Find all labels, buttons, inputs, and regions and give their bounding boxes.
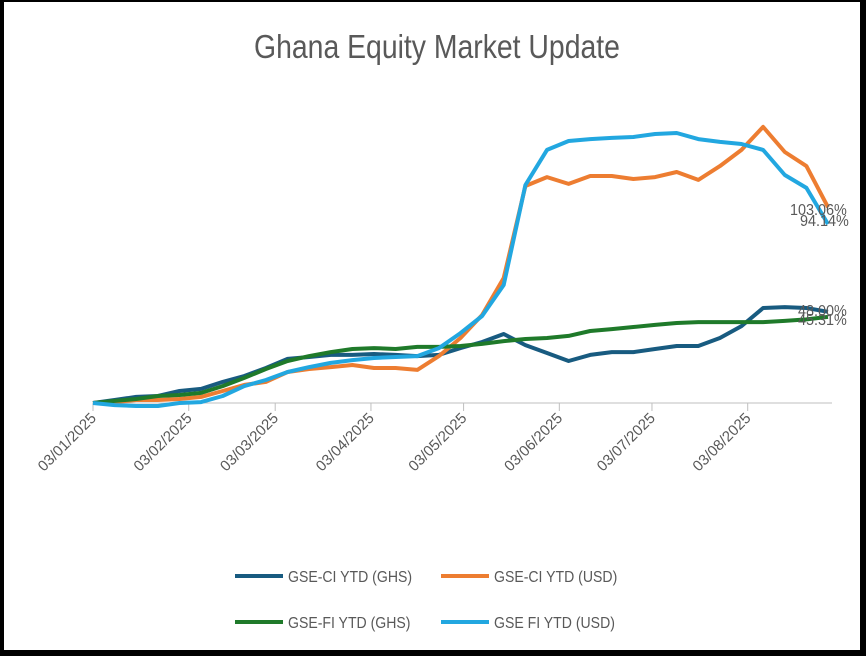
legend-label: GSE-CI YTD (USD) bbox=[494, 568, 617, 586]
chart-title: Ghana Equity Market Update bbox=[254, 28, 620, 66]
series-line bbox=[92, 131, 830, 408]
data-label: 45.31% bbox=[798, 311, 847, 329]
legend-label: GSE FI YTD (USD) bbox=[494, 614, 615, 632]
data-label: 103.06% bbox=[790, 202, 847, 220]
chart-background bbox=[4, 2, 860, 650]
data-label: 94.14% bbox=[800, 212, 849, 230]
legend-label: GSE-CI YTD (GHS) bbox=[288, 568, 412, 586]
series-line bbox=[92, 124, 830, 405]
series-line bbox=[92, 314, 829, 405]
legend-label: GSE-FI YTD (GHS) bbox=[288, 614, 410, 632]
series-line bbox=[92, 305, 829, 405]
data-label: 48.00% bbox=[798, 302, 847, 320]
